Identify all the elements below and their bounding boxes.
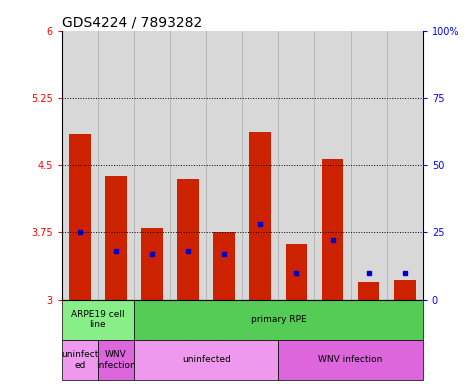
Bar [285,244,307,300]
Bar [62,340,98,380]
Bar [62,300,134,340]
Bar [351,31,387,300]
Bar [134,31,170,300]
Bar [394,280,416,300]
Bar [134,300,423,340]
Bar [358,281,380,300]
Text: WNV infection: WNV infection [318,356,383,364]
Text: GDS4224 / 7893282: GDS4224 / 7893282 [62,16,202,30]
Bar [98,340,134,380]
Bar [105,176,127,300]
Bar [141,228,163,300]
Bar [322,159,343,300]
Text: WNV
infection: WNV infection [96,350,136,370]
Bar [387,31,423,300]
Bar [170,31,206,300]
Text: uninfect
ed: uninfect ed [61,350,98,370]
Bar [177,179,199,300]
Bar [62,31,98,300]
Bar [242,31,278,300]
Bar [278,31,314,300]
Text: uninfected: uninfected [182,356,230,364]
Bar [134,340,278,380]
Bar [98,31,134,300]
Bar [249,132,271,300]
Bar [278,340,423,380]
Bar [213,232,235,300]
Text: ARPE19 cell
line: ARPE19 cell line [71,310,124,329]
Bar [314,31,351,300]
Text: primary RPE: primary RPE [250,315,306,324]
Bar [69,134,91,300]
Bar [206,31,242,300]
